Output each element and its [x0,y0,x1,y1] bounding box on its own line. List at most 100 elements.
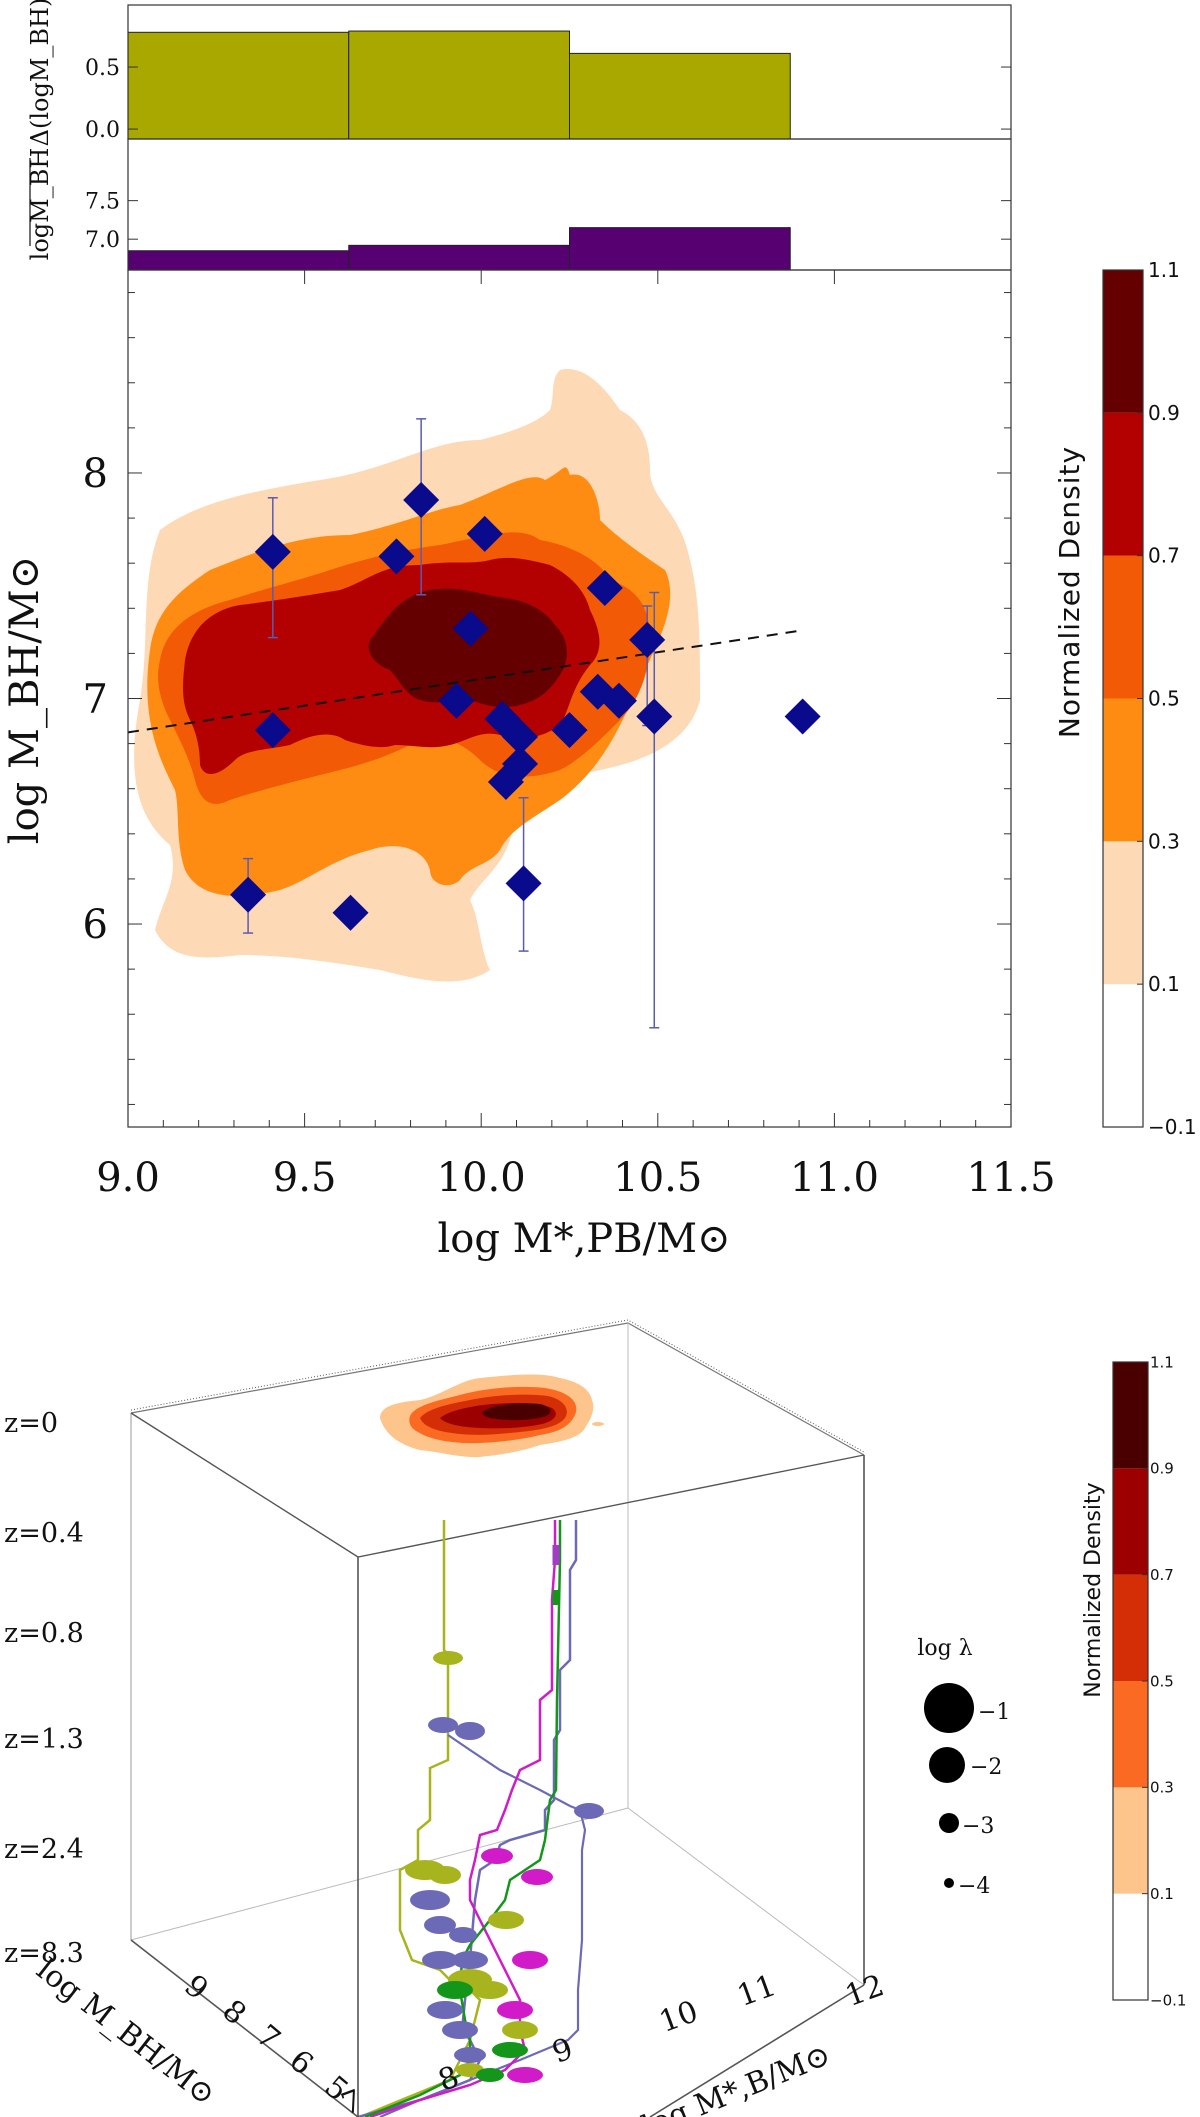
legend-circle-3 [939,1813,959,1833]
colorbar-bottom-bands [1113,1362,1148,2000]
ellipse-magenta-3 [512,1951,548,1969]
ellipse-olive-1 [433,1651,463,1665]
legend-circle-2 [929,1747,965,1783]
hist-bar [127,250,350,271]
colorbar-tick-label: 0.1 [1150,1885,1174,1903]
main-xtick-label: 11.0 [790,1155,879,1201]
data-point [784,698,821,735]
x3d-tick-label: 11 [733,1968,781,2014]
box-left-bottom [130,1939,359,2117]
delta-ylabel: Δ(logM_BH) [26,0,54,146]
colorbar-tick-label: 0.5 [1150,1672,1174,1690]
box-front-bottom-right [649,1984,865,2117]
ellipse-slate-11 [454,2047,486,2063]
colorbar-tick-label: 0.3 [1150,1779,1174,1797]
redshift-label: z=0.4 [4,1518,84,1549]
top-density-speck [592,1422,604,1426]
colorbar-tick-label: −0.1 [1150,1991,1186,2009]
ellipse-slate-5 [424,1916,456,1934]
mean-bars [127,227,791,271]
main-xtick-label: 10.0 [437,1155,526,1201]
ellipse-slate-4 [410,1890,450,1910]
colorbar-band [1113,1893,1148,2000]
data-point [551,712,588,749]
main-ytick-label: 8 [83,451,108,497]
legend-circle-1 [924,1683,974,1733]
ellipse-olive-6 [472,1981,508,1999]
redshift-label: z=2.4 [4,1834,84,1865]
colorbar-tick-label: 0.7 [1148,544,1180,568]
data-point [502,718,539,755]
y3d-tick-label: 8 [216,1993,253,2032]
ellipse-magenta-4 [497,2001,533,2019]
data-point [487,763,524,800]
data-point [378,538,415,575]
x3d-label: log M*,B/M⊙ [637,2038,835,2117]
hist-bar [348,30,570,140]
data-point [586,569,623,606]
ellipse-green-1 [437,1981,473,1999]
ellipse-slate-7 [452,1951,488,1969]
data-point [254,533,291,570]
colorbar-band [1103,841,1143,985]
main-xtick-label: 11.5 [966,1155,1055,1201]
legend-labels: −1 −2 −3 −4 [958,1700,1010,1899]
ellipse-green-2 [492,2042,528,2058]
ellipse-slate-6 [449,1927,477,1943]
data-point [438,682,475,719]
colorbar-tick-label: 0.3 [1148,829,1180,853]
hist-ytick-label: 0.5 [85,56,120,81]
y3d-tick-label: 7 [250,2018,287,2057]
colorbar-tick-label: 1.1 [1150,1353,1174,1371]
ellipse-slate-8 [422,1951,458,1969]
legend-label: −3 [962,1814,994,1839]
ellipse-olive-4 [488,1911,524,1929]
density-blob [305,840,319,856]
data-point [403,482,440,519]
colorbar-tick-label: −0.1 [1148,1115,1197,1139]
data-point [332,894,369,931]
ellipse-magenta-2 [521,1869,553,1885]
ellipse-olive-7 [502,2021,538,2039]
colorbar-tick-label: 0.7 [1150,1566,1174,1584]
data-point [466,515,503,552]
delta-bars [127,30,791,140]
box-top-back-edges-outer [130,1319,865,1453]
main-scatter-panel: 9.0 9.5 10.0 10.5 11.0 11.5 678 log M*,PB/M⊙ … [2,269,1056,1262]
x3d-tick-label: 9 [548,2031,578,2070]
colorbar-tick-label: 0.5 [1148,687,1180,711]
mean-ylabel: logM_BH [26,148,54,261]
data-point [600,682,637,719]
legend-label: −4 [958,1874,990,1899]
colorbar-tick-label: 0.9 [1148,401,1180,425]
colorbar-tick-label: 0.1 [1148,972,1180,996]
legend-label: −2 [970,1755,1002,1780]
main-xtick-label: 10.5 [613,1155,702,1201]
data-points [230,482,821,931]
redshift-labels: z=0 z=0.4 z=0.8 z=1.3 z=2.4 z=8.3 [4,1408,84,1969]
main-ytick-label: 6 [83,902,108,948]
data-point [254,712,291,749]
floor-guide-1 [130,1807,629,1941]
colorbar-band [1103,698,1143,842]
hist-bar [348,244,570,271]
main-xlabel: log M*,PB/M⊙ [437,1216,730,1262]
lambda-ellipses [405,1651,604,2083]
hist-bar [569,52,791,140]
colorbar-bottom-label: Normalized Density [1081,1482,1106,1697]
colorbar-band [1103,270,1143,413]
ellipse-green-3 [476,2068,504,2082]
hist-ytick-label: 7.5 [85,190,120,215]
ellipse-olive-3 [429,1866,461,1884]
redshift-label: z=1.3 [4,1724,84,1755]
ellipse-slate-2 [455,1722,485,1740]
main-ylabel: log M_BH/M⊙ [2,556,48,844]
data-point [629,621,666,658]
legend-label: −1 [978,1700,1010,1725]
colorbar-bottom-ticks: −0.1 0.1 0.3 0.5 0.7 0.9 1.1 [1142,1353,1186,2009]
colorbar-band [1103,984,1143,1127]
main-xtick-label: 9.0 [96,1155,160,1201]
hist-ytick-label: 0.0 [85,118,120,143]
x3d-tick-label: 12 [841,1968,889,2014]
